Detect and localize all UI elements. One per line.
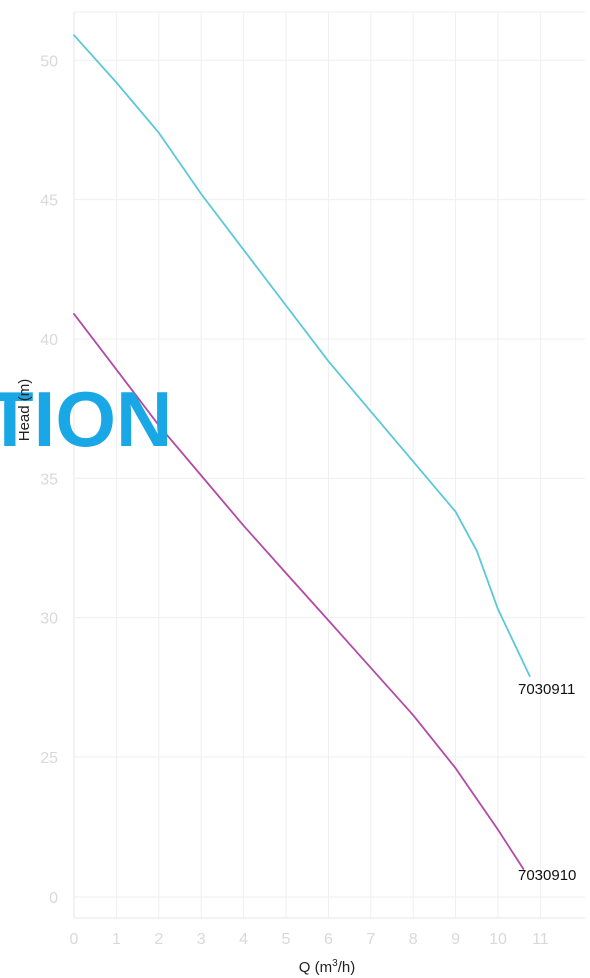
y-tick-label: 50 (40, 53, 58, 70)
y-tick-label: 45 (40, 193, 58, 210)
y-tick-label: 25 (40, 750, 58, 767)
series-label-7030911: 7030911 (518, 681, 575, 698)
background-text-tion: TION (0, 375, 172, 463)
grid (73, 11, 585, 918)
y-tick-label: 0 (49, 890, 58, 907)
x-tick-label: 9 (451, 931, 460, 948)
x-axis-title: Q (m3/h) (299, 958, 355, 976)
series-label-7030910: 7030910 (518, 867, 576, 884)
y-tick-label: 40 (40, 332, 58, 349)
x-tick-label: 7 (366, 931, 375, 948)
x-tick-label: 10 (489, 931, 507, 948)
series-lines (73, 34, 531, 870)
series-line-7030910 (73, 312, 525, 870)
x-tick-label: 6 (324, 931, 333, 948)
x-tick-label: 4 (239, 931, 248, 948)
x-tick-label: 1 (112, 931, 121, 948)
x-tick-label: 8 (409, 931, 418, 948)
axes (73, 12, 585, 919)
x-tick-label: 11 (532, 931, 549, 948)
x-tick-label: 3 (197, 931, 206, 948)
y-tick-label: 30 (40, 611, 58, 628)
y-tick-label: 35 (40, 471, 58, 488)
y-axis-title: Head (m) (16, 379, 33, 442)
x-tick-label: 2 (154, 931, 163, 948)
x-tick-label: 5 (282, 931, 291, 948)
x-tick-label: 0 (70, 931, 79, 948)
series-line-7030911 (73, 34, 531, 678)
